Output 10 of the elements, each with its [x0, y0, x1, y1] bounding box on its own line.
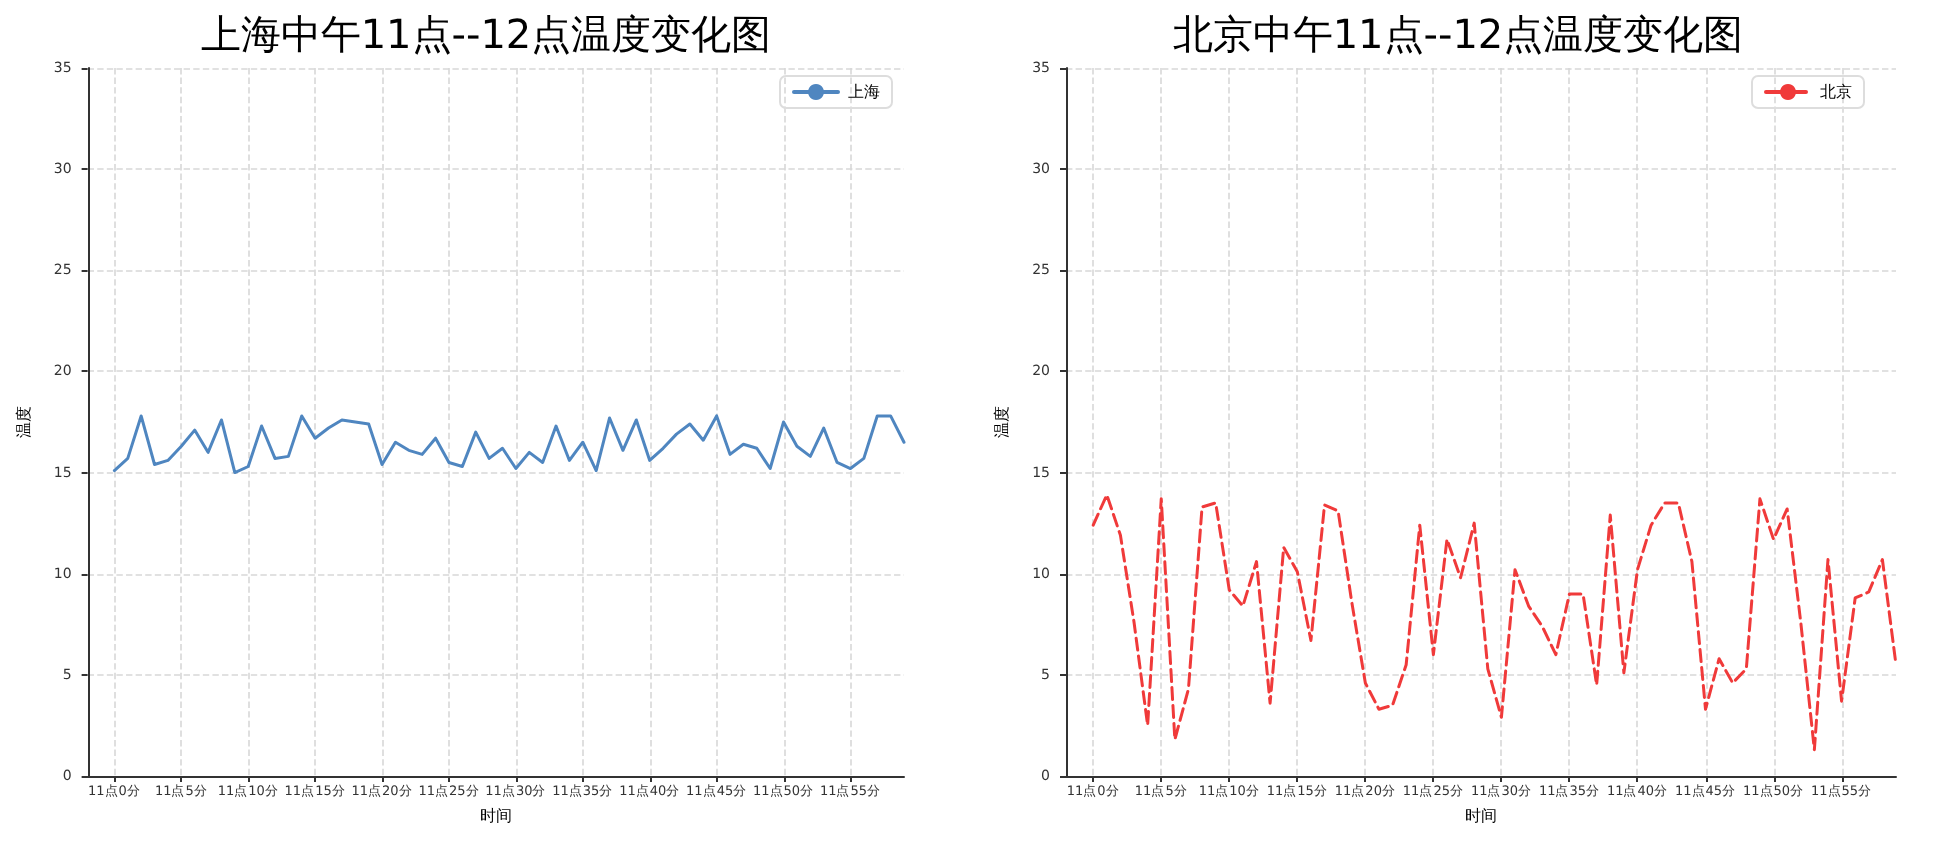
line-series	[112, 414, 906, 475]
legend-label: 北京	[1820, 83, 1852, 101]
chart-title: 上海中午11点--12点温度变化图	[200, 10, 772, 58]
legend-label: 上海	[848, 83, 880, 101]
line-series	[1091, 493, 1898, 752]
y-axis-title: 温度	[15, 406, 33, 438]
x-axis-title: 时间	[479, 807, 512, 825]
y-axis-title: 温度	[993, 406, 1012, 438]
x-axis-title: 时间	[1465, 807, 1497, 825]
chart-title: 北京中午11点--12点温度变化图	[1172, 10, 1744, 58]
